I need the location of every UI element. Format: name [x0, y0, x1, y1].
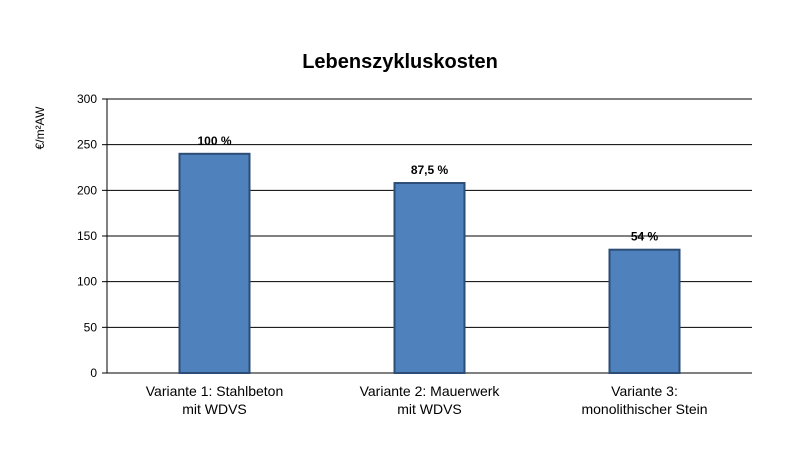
chart-title: Lebenszykluskosten [302, 51, 498, 73]
bars [178, 152, 681, 374]
bar [393, 182, 466, 374]
x-tick-labels: Variante 1: Stahlbeton mit WDVS Variante 2… [146, 383, 708, 417]
x-tick-label: Variante 2: Mauerwerk mit WDVS [360, 383, 501, 417]
y-tick-label: 100 [77, 275, 97, 289]
y-tick-labels: 0 50 100 150 200 250 300 [77, 92, 97, 380]
y-tick-label: 150 [77, 229, 97, 243]
y-tick-label: 50 [84, 320, 98, 334]
data-label: 87,5 % [411, 163, 449, 177]
data-label: 54 % [631, 230, 659, 244]
bar [178, 152, 251, 374]
y-tick-label: 250 [77, 138, 97, 152]
x-tick-label: Variante 3: monolithischer Stein [581, 383, 707, 417]
data-label: 100 % [197, 134, 231, 148]
y-tick-label: 300 [77, 92, 97, 106]
y-tick-label: 200 [77, 183, 97, 197]
y-axis-label: €/m²AW [33, 106, 47, 150]
data-labels: 100 % 87,5 % 54 % [197, 134, 658, 244]
bar [608, 248, 681, 374]
y-tick-label: 0 [90, 366, 97, 380]
x-tick-label: Variante 1: Stahlbeton mit WDVS [146, 383, 284, 417]
